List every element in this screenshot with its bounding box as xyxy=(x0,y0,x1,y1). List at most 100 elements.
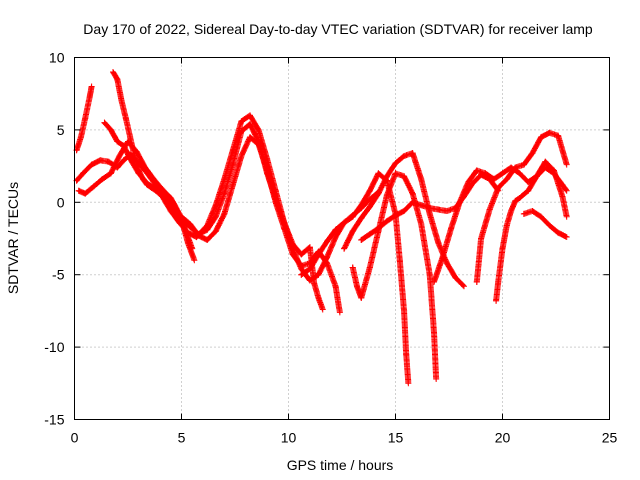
data-point xyxy=(204,226,211,233)
data-point xyxy=(298,263,305,270)
data-point xyxy=(465,179,472,186)
data-point xyxy=(409,190,416,197)
data-point xyxy=(392,160,399,167)
data-point xyxy=(118,97,125,104)
data-point xyxy=(563,213,570,220)
data-point xyxy=(144,180,151,187)
data-point xyxy=(281,225,288,232)
data-point xyxy=(101,119,108,126)
data-point xyxy=(311,280,318,287)
data-point xyxy=(212,202,219,209)
x-tick-label: 0 xyxy=(71,430,79,446)
chart-title: Day 170 of 2022, Sidereal Day-to-day VTE… xyxy=(83,21,593,37)
data-point xyxy=(120,157,127,164)
data-point xyxy=(114,138,121,145)
data-point xyxy=(306,265,313,272)
data-point xyxy=(306,244,313,251)
x-tick-label: 25 xyxy=(602,430,618,446)
y-tick-label: 5 xyxy=(57,122,65,138)
data-point xyxy=(546,222,553,229)
data-point xyxy=(77,134,84,141)
data-point xyxy=(184,229,191,236)
series-arc-n xyxy=(520,207,570,241)
data-point xyxy=(512,164,519,171)
data-point xyxy=(529,207,536,214)
data-point xyxy=(131,152,138,159)
data-point xyxy=(460,283,467,290)
data-point xyxy=(555,132,562,139)
data-point xyxy=(315,294,322,301)
data-point xyxy=(559,193,566,200)
data-point xyxy=(358,236,365,243)
data-point xyxy=(127,134,134,141)
data-marks xyxy=(73,68,570,387)
data-point xyxy=(473,167,480,174)
data-point xyxy=(375,190,382,197)
data-point xyxy=(191,257,198,264)
y-axis-label: SDTVAR / TECUs xyxy=(5,182,21,294)
data-point xyxy=(448,225,455,232)
data-point xyxy=(289,251,296,258)
data-point xyxy=(546,129,553,136)
data-point xyxy=(443,260,450,267)
data-point xyxy=(298,271,305,278)
data-point xyxy=(563,187,570,194)
data-point xyxy=(383,192,390,199)
data-point xyxy=(161,193,168,200)
data-point xyxy=(443,207,450,214)
data-point xyxy=(238,118,245,125)
series-arc-h xyxy=(341,150,467,290)
data-point xyxy=(533,173,540,180)
plot-frame xyxy=(74,57,610,420)
data-point xyxy=(538,213,545,220)
data-point xyxy=(255,126,262,133)
data-point xyxy=(349,228,356,235)
data-point xyxy=(435,239,442,246)
data-point xyxy=(503,222,510,229)
x-tick-label: 20 xyxy=(495,430,511,446)
data-point xyxy=(238,128,245,135)
data-point xyxy=(401,152,408,159)
data-point xyxy=(341,245,348,252)
data-point xyxy=(80,170,87,177)
data-point xyxy=(204,236,211,243)
data-point xyxy=(525,187,532,194)
data-point xyxy=(366,231,373,238)
data-point xyxy=(86,95,93,102)
data-point xyxy=(315,271,322,278)
series-arc-f xyxy=(178,134,343,316)
data-point xyxy=(142,164,149,171)
data-point xyxy=(107,126,114,133)
data-point xyxy=(341,219,348,226)
data-point xyxy=(353,283,360,290)
data-point xyxy=(426,205,433,212)
series-arc-a xyxy=(73,83,95,154)
data-point xyxy=(358,294,365,301)
data-point xyxy=(563,161,570,168)
data-point xyxy=(520,210,527,217)
data-point xyxy=(405,380,412,387)
y-tick-label: -10 xyxy=(44,339,64,355)
data-point xyxy=(366,203,373,210)
data-point xyxy=(520,161,527,168)
data-point xyxy=(358,202,365,209)
data-point xyxy=(298,251,305,258)
data-point xyxy=(212,228,219,235)
data-point xyxy=(229,161,236,168)
data-point xyxy=(189,245,196,252)
data-point xyxy=(375,170,382,177)
data-point xyxy=(403,351,410,358)
data-point xyxy=(490,176,497,183)
data-point xyxy=(272,199,279,206)
data-point xyxy=(366,187,373,194)
data-point xyxy=(221,210,228,217)
data-point xyxy=(349,264,356,271)
data-point xyxy=(152,186,159,193)
y-tick-label: 0 xyxy=(57,194,65,210)
y-tick-label: -15 xyxy=(44,412,64,428)
data-point xyxy=(439,254,446,261)
data-point xyxy=(529,150,536,157)
data-point xyxy=(401,207,408,214)
data-point xyxy=(349,213,356,220)
